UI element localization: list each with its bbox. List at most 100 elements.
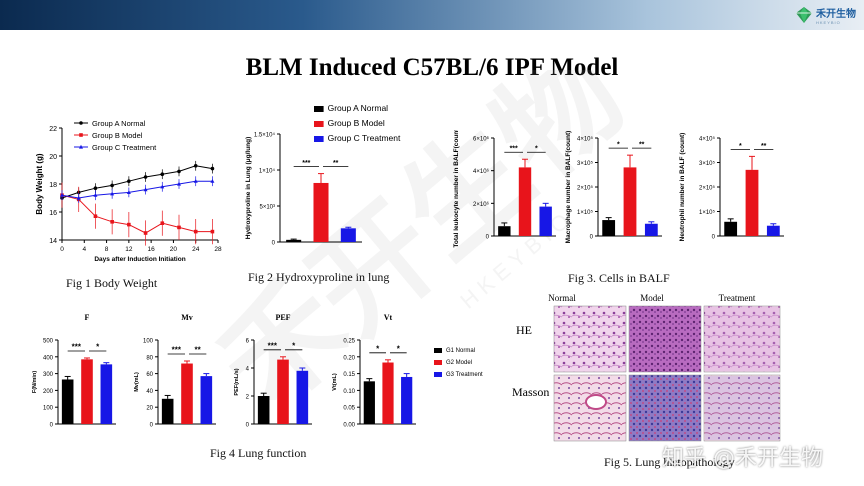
sig-label: *** — [510, 146, 518, 153]
data-point — [143, 231, 148, 235]
bar — [745, 169, 759, 236]
y-axis-label: F(N/min) — [32, 371, 38, 393]
histo-col-treatment: Treatment — [719, 293, 756, 303]
y-axis-label: Macrophage number in BALF(count) — [565, 131, 572, 244]
data-point — [177, 169, 181, 174]
y-tick-label: 2×10⁶ — [473, 201, 490, 208]
fig5-histology-panel: Normal Model Treatment HE Masson — [512, 290, 792, 450]
bar — [498, 226, 511, 236]
bar — [161, 398, 174, 424]
y-tick-label: 20 — [49, 154, 57, 161]
y-tick-label: 300 — [43, 372, 54, 378]
legend-label: Group A Normal — [92, 119, 146, 128]
y-tick-label: 400 — [43, 355, 54, 361]
data-point — [60, 193, 64, 197]
y-tick-label: 40 — [146, 389, 153, 395]
y-tick-label: 0.10 — [343, 389, 355, 395]
legend-label: G1 Normal — [446, 348, 475, 354]
slide-title: BLM Induced C57BL/6 IPF Model — [245, 54, 619, 81]
fig2-caption: Fig 2 Hydroxyproline in lung — [248, 270, 390, 284]
y-axis-label: Body Weight (g) — [35, 153, 44, 215]
data-point — [210, 179, 215, 183]
x-axis-label: Days after Induction Initiation — [94, 256, 185, 263]
data-point — [126, 190, 131, 194]
sig-label: * — [292, 341, 296, 350]
data-point — [76, 195, 81, 200]
data-point — [160, 221, 165, 225]
legend-label: Group C Treatment — [92, 143, 157, 152]
data-point — [160, 172, 165, 176]
histo-he-treatment-tint — [705, 307, 779, 371]
sig-label: ** — [761, 143, 767, 150]
bar — [61, 379, 74, 424]
y-tick-label: 2×10⁵ — [577, 185, 594, 192]
sig-label: ** — [195, 346, 202, 355]
histo-masson-treatment-tint — [705, 376, 779, 440]
bar — [401, 376, 413, 424]
y-tick-label: 4×10⁵ — [699, 136, 716, 143]
y-tick-label: 1×10⁵ — [577, 209, 594, 216]
y-tick-label: 0 — [712, 235, 716, 241]
y-tick-label: 0 — [486, 235, 490, 241]
x-tick-label: 28 — [214, 246, 222, 253]
y-tick-label: 16 — [49, 210, 57, 217]
bar — [200, 376, 213, 424]
legend-label: Group B Model — [328, 118, 385, 128]
sig-label: * — [397, 344, 401, 353]
y-tick-label: 0 — [50, 423, 54, 429]
sig-label: ** — [333, 160, 339, 167]
histo-col-normal: Normal — [548, 293, 576, 303]
bar — [181, 363, 193, 424]
histo-row-masson: Masson — [512, 385, 549, 399]
sig-label: *** — [72, 342, 82, 351]
bar — [340, 228, 356, 242]
legend-swatch — [314, 136, 324, 142]
logo-icon — [796, 7, 812, 23]
legend-marker — [79, 144, 83, 149]
bar — [363, 381, 375, 424]
zhihu-watermark: 知乎 @禾开生物 — [662, 446, 823, 471]
histo-he-model — [628, 305, 702, 373]
y-tick-label: 0 — [150, 423, 154, 429]
fig4d-bar-chart: 0.00 0.05 0.10 0.15 0.20 0.25 * * Vt(mL) Vt G1 Nor… — [332, 313, 483, 429]
histology-grid: Normal Model Treatment HE Masson — [512, 293, 781, 442]
y-tick-label: 100 — [143, 339, 154, 345]
sig-label: * — [96, 342, 100, 351]
sig-label: *** — [172, 346, 182, 355]
sig-label: * — [739, 143, 742, 150]
y-tick-label: 3×10⁵ — [577, 160, 594, 167]
y-tick-label: 1.5×10⁴ — [254, 132, 276, 139]
data-point — [127, 179, 131, 183]
bar — [766, 225, 780, 236]
x-tick-label: 24 — [192, 246, 200, 253]
fig1-caption: Fig 1 Body Weight — [66, 276, 158, 290]
y-tick-label: 5×10³ — [259, 205, 275, 211]
legend-swatch — [314, 106, 324, 112]
data-point — [210, 166, 215, 171]
bar — [518, 167, 532, 236]
bar — [644, 223, 658, 236]
histo-he-normal — [553, 305, 627, 373]
sig-label: *** — [302, 160, 310, 167]
bar — [313, 182, 329, 242]
fig4-caption: Fig 4 Lung function — [210, 446, 307, 460]
data-point — [143, 175, 148, 179]
y-tick-label: 0.15 — [343, 372, 355, 378]
y-axis-label: PEF(mL/s) — [234, 368, 240, 395]
legend-marker — [79, 133, 83, 137]
legend-label: G3 Treatment — [446, 372, 483, 378]
y-tick-label: 22 — [49, 126, 57, 133]
data-point — [143, 187, 148, 192]
bar — [623, 167, 637, 236]
x-tick-label: 8 — [105, 246, 109, 253]
bar — [257, 396, 270, 424]
y-tick-label: 100 — [43, 406, 54, 412]
histo-row-he: HE — [516, 323, 532, 337]
data-point — [110, 183, 114, 188]
histo-vessel — [585, 394, 607, 410]
sig-label: ** — [639, 142, 645, 149]
